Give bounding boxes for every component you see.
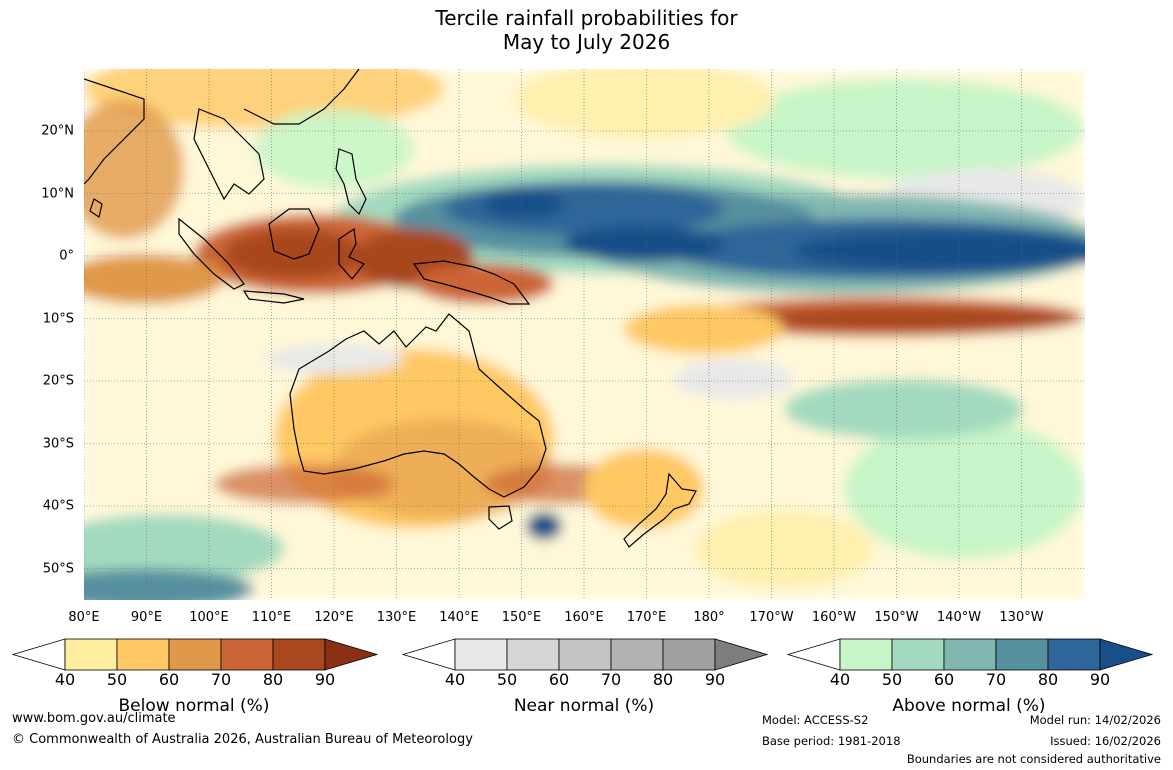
near-normal-below-40-swatch — [402, 638, 456, 671]
longitude-label: 100°E — [189, 610, 229, 625]
below-normal-swatch-80 — [272, 638, 326, 671]
australia-outline — [289, 313, 547, 498]
probability-field — [84, 69, 1085, 600]
latitude-label: 0° — [59, 248, 74, 264]
near-normal-tick-label: 50 — [496, 670, 518, 689]
title-line-1: Tercile rainfall probabilities for — [435, 6, 738, 30]
website-url[interactable]: www.bom.gov.au/climate — [12, 711, 176, 726]
below-normal-swatch-40 — [64, 638, 118, 671]
above-normal-colorbar — [787, 638, 1153, 671]
below-normal-below-40-swatch — [12, 638, 66, 671]
longitude-label: 110°E — [251, 610, 292, 625]
below-normal-tick-label: 40 — [54, 670, 76, 689]
title-line-2: May to July 2026 — [502, 30, 671, 54]
longitude-label: 160°W — [811, 610, 857, 625]
indochina-outline — [193, 108, 265, 201]
below-normal-tick-label: 60 — [158, 670, 180, 689]
longitude-label: 80°E — [68, 610, 100, 625]
near-normal-colorbar — [402, 638, 768, 671]
above-normal-legend-title: Above normal (%) — [892, 696, 1046, 716]
longitude-label: 120°E — [314, 610, 354, 625]
near-normal-tick-label: 60 — [548, 670, 570, 689]
near-normal-tick-label: 90 — [704, 670, 726, 689]
below-normal-swatch-70 — [220, 638, 274, 671]
sumatra-outline — [178, 217, 245, 290]
latitude-label: 30°S — [42, 436, 74, 451]
sri-lanka-outline — [89, 198, 103, 218]
near-normal-tick-label: 80 — [652, 670, 674, 689]
above-normal-tick-label: 90 — [1089, 670, 1111, 689]
below-normal-swatch-60 — [168, 638, 222, 671]
longitude-label: 150°E — [501, 610, 542, 625]
latitude-label: 20°S — [42, 373, 74, 389]
longitude-label: 140°W — [936, 610, 982, 625]
issued-date: Issued: 16/02/2026 — [1050, 734, 1161, 748]
tasmania-outline — [488, 505, 513, 530]
above-normal-swatch-70 — [995, 638, 1049, 671]
boundaries-disclaimer: Boundaries are not considered authoritat… — [906, 752, 1161, 766]
near-normal-tick-label: 40 — [444, 670, 466, 689]
near-normal-tick-label: 70 — [600, 670, 622, 689]
above-normal-tick-label: 60 — [933, 670, 955, 689]
new-zealand-outline — [623, 472, 697, 548]
near-normal-swatch-80 — [662, 638, 716, 671]
latitude-label: 20°N — [41, 123, 74, 139]
below-normal-legend-title: Below normal (%) — [118, 696, 270, 716]
above-normal-above-90-swatch — [1099, 638, 1153, 671]
below-normal-tick-label: 90 — [314, 670, 336, 689]
philippines-outline — [335, 148, 367, 216]
longitude-label: 130°E — [376, 610, 417, 625]
sulawesi-outline — [338, 227, 365, 280]
map-svg — [84, 69, 1085, 600]
above-normal-swatch-40 — [839, 638, 893, 671]
below-normal-tick-label: 50 — [106, 670, 128, 689]
longitude-label: 150°W — [874, 610, 919, 625]
longitude-label: 130°W — [999, 610, 1044, 625]
near-normal-swatch-50 — [506, 638, 560, 671]
above-normal-swatch-50 — [891, 638, 945, 671]
longitude-label: 180° — [693, 610, 725, 625]
india-outline — [84, 78, 145, 185]
longitude-label: 170°E — [626, 610, 667, 625]
latitude-label: 50°S — [42, 561, 74, 576]
latitude-label: 10°N — [41, 186, 74, 201]
borneo-outline — [268, 208, 320, 260]
copyright-text: © Commonwealth of Australia 2026, Austra… — [12, 732, 473, 747]
below-normal-tick-label: 70 — [210, 670, 232, 689]
model-run-date: Model run: 14/02/2026 — [1029, 713, 1161, 727]
near-normal-legend-title: Near normal (%) — [513, 696, 655, 716]
above-normal-below-40-swatch — [787, 638, 841, 671]
above-normal-swatch-80 — [1047, 638, 1101, 671]
near-normal-above-90-swatch — [714, 638, 768, 671]
above-normal-tick-label: 50 — [881, 670, 903, 689]
near-normal-swatch-40 — [454, 638, 508, 671]
coastlines — [84, 69, 697, 548]
base-period: Base period: 1981-2018 — [762, 734, 901, 748]
longitude-label: 140°E — [439, 610, 479, 625]
rainfall-probability-map — [84, 69, 1085, 600]
new-guinea-outline — [412, 260, 531, 305]
above-normal-tick-label: 70 — [985, 670, 1007, 689]
near-normal-swatch-70 — [610, 638, 664, 671]
below-normal-above-90-swatch — [324, 638, 378, 671]
china-coast-outline — [243, 69, 360, 125]
near-normal-swatch-60 — [558, 638, 612, 671]
above-normal-swatch-60 — [943, 638, 997, 671]
below-normal-tick-label: 80 — [262, 670, 284, 689]
below-normal-colorbar — [12, 638, 378, 671]
above-normal-tick-label: 80 — [1037, 670, 1059, 689]
longitude-label: 170°W — [749, 610, 794, 625]
java-outline — [242, 290, 305, 304]
longitude-label: 160°E — [564, 610, 604, 625]
latitude-label: 10°S — [42, 311, 74, 326]
below-normal-swatch-50 — [116, 638, 170, 671]
latitude-label: 40°S — [42, 498, 74, 514]
chart-title: Tercile rainfall probabilities for May t… — [0, 6, 1173, 54]
above-normal-tick-label: 40 — [829, 670, 851, 689]
graticule — [84, 69, 1085, 600]
model-name: Model: ACCESS-S2 — [762, 713, 869, 727]
longitude-label: 90°E — [130, 610, 163, 625]
